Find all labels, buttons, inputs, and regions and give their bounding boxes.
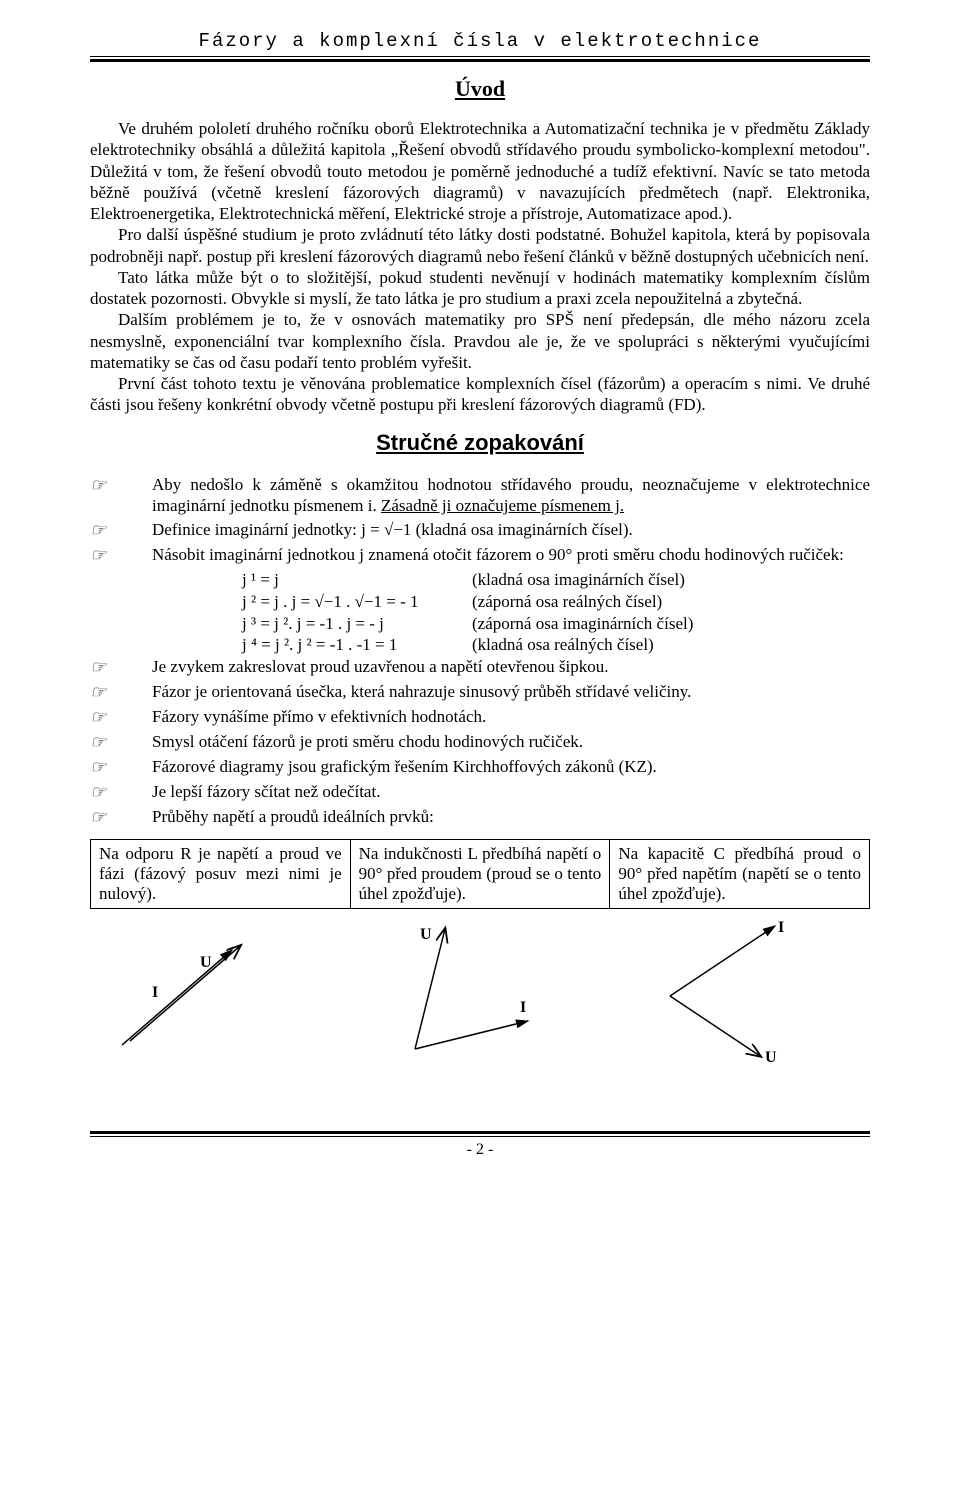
footer-rule-thin [90, 1136, 870, 1137]
label-i: I [152, 984, 158, 1002]
bullet-5: ☞ Fázor je orientovaná úsečka, která nah… [90, 681, 870, 704]
label-u: U [200, 954, 212, 972]
hand-icon: ☞ [90, 656, 152, 679]
j-formula: j ² = j . j = √−1 . √−1 = - 1 [242, 591, 472, 613]
j-desc: (záporná osa imaginárních čísel) [472, 613, 693, 635]
bullet-text: Fázory vynášíme přímo v efektivních hodn… [152, 706, 870, 729]
bullet-9: ☞ Je lepší fázory sčítat než odečítat. [90, 781, 870, 804]
bullet-1: ☞ Aby nedošlo k záměně s okamžitou hodno… [90, 474, 870, 518]
hand-icon: ☞ [90, 806, 152, 829]
j-desc: (kladná osa imaginárních čísel) [472, 569, 685, 591]
bullet-text: Je zvykem zakreslovat proud uzavřenou a … [152, 656, 870, 679]
hand-icon: ☞ [90, 706, 152, 729]
j-line-1: j ¹ = j (kladná osa imaginárních čísel) [152, 569, 870, 591]
j-formula: j ⁴ = j ². j ² = -1 . -1 = 1 [242, 634, 472, 656]
table-row: Na odporu R je napětí a proud ve fázi (f… [91, 840, 870, 909]
j-line-3: j ³ = j ². j = -1 . j = - j (záporná osa… [152, 613, 870, 635]
bullet-6: ☞ Fázory vynášíme přímo v efektivních ho… [90, 706, 870, 729]
header-rule-thick [90, 59, 870, 62]
paragraph-4: Dalším problémem je to, že v osnovách ma… [90, 309, 870, 373]
phasor-l: I U [350, 921, 610, 1071]
body-text: Ve druhém pololetí druhého ročníku oborů… [90, 118, 870, 416]
cell-l: Na indukčnosti L předbíhá napětí o 90° p… [350, 840, 610, 909]
bullet-text: Smysl otáčení fázorů je proti směru chod… [152, 731, 870, 754]
hand-icon: ☞ [90, 781, 152, 804]
j-line-2: j ² = j . j = √−1 . √−1 = - 1 (záporná o… [152, 591, 870, 613]
bullet-text-underline: Zásadně ji označujeme písmenem j. [381, 496, 624, 515]
paragraph-1: Ve druhém pololetí druhého ročníku oborů… [90, 118, 870, 224]
hand-icon: ☞ [90, 544, 152, 567]
j-formula: j ³ = j ². j = -1 . j = - j [242, 613, 472, 635]
section-title-strucne: Stručné zopakování [90, 430, 870, 456]
phasor-l-svg [350, 921, 570, 1071]
label-i: I [778, 919, 784, 937]
phasor-c-svg [610, 921, 830, 1071]
bullet-2: ☞ Definice imaginární jednotky: j = √−1 … [90, 519, 870, 542]
hand-icon: ☞ [90, 681, 152, 704]
page-number: - 2 - [90, 1141, 870, 1159]
bullet-text: Definice imaginární jednotky: j = √−1 (k… [152, 519, 870, 542]
j-desc: (kladná osa reálných čísel) [472, 634, 654, 656]
label-u: U [420, 926, 432, 944]
hand-icon: ☞ [90, 474, 152, 518]
bullet-3: ☞ Násobit imaginární jednotkou j znamená… [90, 544, 870, 567]
bullet-text: Fázorové diagramy jsou grafickým řešením… [152, 756, 870, 779]
component-table: Na odporu R je napětí a proud ve fázi (f… [90, 839, 870, 909]
footer: - 2 - [90, 1131, 870, 1159]
label-i: I [520, 999, 526, 1017]
j-desc: (záporná osa reálných čísel) [472, 591, 662, 613]
section-title-uvod: Úvod [90, 76, 870, 102]
bullet-10: ☞ Průběhy napětí a proudů ideálních prvk… [90, 806, 870, 829]
bullet-7: ☞ Smysl otáčení fázorů je proti směru ch… [90, 731, 870, 754]
hand-icon: ☞ [90, 519, 152, 542]
bullet-8: ☞ Fázorové diagramy jsou grafickým řešen… [90, 756, 870, 779]
paragraph-2: Pro další úspěšné studium je proto zvlád… [90, 224, 870, 267]
paragraph-3: Tato látka může být o to složitější, pok… [90, 267, 870, 310]
bullet-text: Fázor je orientovaná úsečka, která nahra… [152, 681, 870, 704]
footer-rule-thick [90, 1131, 870, 1134]
phasor-c: I U [610, 921, 870, 1071]
j-line-4: j ⁴ = j ². j ² = -1 . -1 = 1 (kladná osa… [152, 634, 870, 656]
hand-icon: ☞ [90, 756, 152, 779]
cell-c: Na kapacitě C předbíhá proud o 90° před … [610, 840, 870, 909]
phasor-diagrams: I U I U [90, 921, 870, 1071]
cell-r: Na odporu R je napětí a proud ve fázi (f… [91, 840, 351, 909]
bullet-text: Průběhy napětí a proudů ideálních prvků: [152, 806, 870, 829]
bullet-text: Násobit imaginární jednotkou j znamená o… [152, 544, 870, 567]
phasor-r: I U [90, 921, 350, 1071]
bullet-list: ☞ Aby nedošlo k záměně s okamžitou hodno… [90, 474, 870, 830]
running-header: Fázory a komplexní čísla v elektrotechni… [90, 30, 870, 52]
header-rule-thin [90, 56, 870, 57]
j-formula: j ¹ = j [242, 569, 472, 591]
bullet-body: Aby nedošlo k záměně s okamžitou hodnoto… [152, 474, 870, 518]
bullet-text: Je lepší fázory sčítat než odečítat. [152, 781, 870, 804]
bullet-4: ☞ Je zvykem zakreslovat proud uzavřenou … [90, 656, 870, 679]
paragraph-5: První část tohoto textu je věnována prob… [90, 373, 870, 416]
page: Fázory a komplexní čísla v elektrotechni… [0, 0, 960, 1189]
hand-icon: ☞ [90, 731, 152, 754]
phasor-r-svg [90, 921, 310, 1071]
label-u: U [765, 1049, 777, 1067]
